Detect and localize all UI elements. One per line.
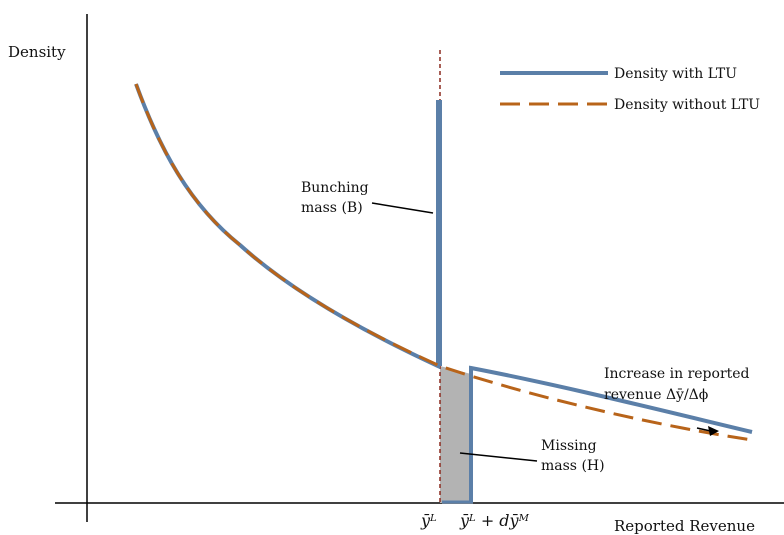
density-with-ltu-notch (469, 365, 753, 503)
bunching-pointer (371, 202, 434, 214)
y-axis-label: Density (8, 43, 66, 61)
threshold-tick-label: ȳᴸ (420, 511, 437, 530)
missing-pointer (459, 452, 538, 462)
bunching-label-line1: Bunching (301, 180, 369, 196)
density-with-ltu-curve (134, 83, 442, 370)
density-without-ltu-curve (134, 83, 753, 442)
missing-label-line1: Missing (541, 438, 597, 454)
increase-label-line2: revenue Δȳ/Δϕ (604, 387, 708, 403)
missing-mass-region (440, 366, 471, 503)
legend-with-ltu-label: Density with LTU (614, 66, 737, 82)
threshold-plus-tick-label: ȳᴸ + dȳᴹ (459, 511, 530, 530)
increase-label-line1: Increase in reported (604, 366, 750, 382)
x-axis-label: Reported Revenue (614, 517, 755, 535)
bunching-label-line2: mass (B) (301, 200, 363, 216)
increase-arrowhead (708, 426, 719, 436)
missing-label-line2: mass (H) (541, 458, 605, 474)
legend-without-ltu-label: Density without LTU (614, 97, 760, 113)
